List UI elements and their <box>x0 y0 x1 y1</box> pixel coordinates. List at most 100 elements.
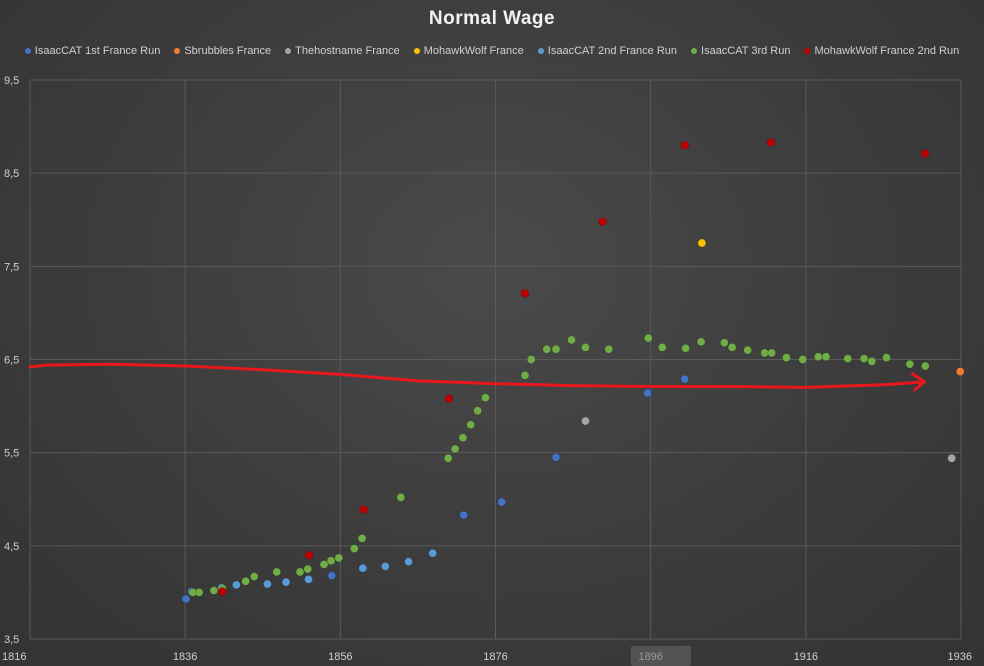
legend-label: MohawkWolf France 2nd Run <box>814 45 960 57</box>
data-point-series-6 <box>727 343 737 352</box>
data-point-series-7 <box>444 394 454 403</box>
legend-item: IsaacCAT 2nd France Run <box>537 45 677 57</box>
data-point-series-6 <box>882 353 891 362</box>
data-point-series-5 <box>381 562 390 571</box>
legend-marker <box>804 48 811 54</box>
y-tick-label: 4,5 <box>4 541 19 553</box>
data-point-series-1 <box>181 594 191 604</box>
data-point-series-7 <box>218 587 227 596</box>
legend-marker <box>537 48 544 54</box>
annotation-arrow-line <box>28 362 926 389</box>
y-tick-label: 7,5 <box>4 261 19 273</box>
data-point-series-6 <box>567 335 576 345</box>
data-point-series-6 <box>767 348 776 358</box>
data-point-series-6 <box>241 576 250 586</box>
data-point-series-6 <box>542 344 552 354</box>
legend-marker <box>413 48 420 54</box>
x-tick-label: 1856 <box>328 651 352 663</box>
data-point-series-6 <box>526 355 536 364</box>
data-point-series-6 <box>520 371 530 380</box>
data-point-series-7 <box>680 140 690 150</box>
legend-marker <box>691 48 698 54</box>
data-point-series-6 <box>813 352 823 362</box>
data-point-series-6 <box>249 572 259 581</box>
data-point-series-7 <box>598 217 607 226</box>
data-point-series-6 <box>349 544 359 553</box>
data-point-series-6 <box>720 338 729 348</box>
data-point-series-6 <box>905 359 915 369</box>
data-point-series-6 <box>644 333 653 343</box>
x-tick-label: 1916 <box>794 651 818 663</box>
legend-item: IsaacCAT 1st France Run <box>24 45 161 57</box>
y-tick-label: 3,5 <box>4 634 19 646</box>
data-point-series-6 <box>743 345 752 355</box>
data-point-series-5 <box>263 579 272 589</box>
data-point-series-6 <box>303 564 313 574</box>
data-point-series-6 <box>821 352 831 362</box>
data-point-series-6 <box>295 567 305 577</box>
data-point-series-5 <box>304 575 313 584</box>
data-point-series-6 <box>194 588 204 597</box>
data-point-series-7 <box>766 138 776 147</box>
data-point-series-3 <box>947 453 956 463</box>
data-point-series-6 <box>443 453 453 463</box>
y-tick-label: 6,5 <box>4 355 19 367</box>
y-tick-label: 8,5 <box>4 168 19 180</box>
data-point-series-6 <box>798 355 808 364</box>
data-point-series-1 <box>327 571 337 580</box>
data-point-series-6 <box>581 343 590 352</box>
data-point-series-6 <box>473 406 482 416</box>
data-point-series-6 <box>334 553 344 563</box>
x-tick-label: 1936 <box>948 651 972 663</box>
data-point-series-7 <box>359 505 368 514</box>
data-point-series-6 <box>481 393 490 402</box>
data-point-series-1 <box>643 388 652 398</box>
data-point-series-6 <box>209 586 219 595</box>
data-point-series-6 <box>458 433 468 443</box>
x-tick-label: 1876 <box>483 651 507 663</box>
data-point-series-6 <box>681 344 690 353</box>
data-point-series-5 <box>404 557 413 566</box>
data-point-series-6 <box>450 444 460 454</box>
chart-title: Normal Wage <box>428 8 556 29</box>
legend-label: IsaacCAT 3rd Run <box>701 45 791 57</box>
data-point-series-5 <box>232 580 241 590</box>
legend: IsaacCAT 1st France Run Sbrubbles France T… <box>0 45 984 57</box>
x-tick-label: 1836 <box>173 651 197 663</box>
data-point-series-6 <box>604 344 614 354</box>
data-point-series-6 <box>843 354 853 363</box>
legend-label: Sbrubbles France <box>184 45 272 57</box>
y-tick-label: 9,5 <box>4 75 19 87</box>
watermark-overlay <box>631 646 691 666</box>
data-point-series-1 <box>497 497 507 507</box>
data-point-series-6 <box>272 567 282 577</box>
legend-item: MohawkWolf France <box>413 45 524 57</box>
x-tick-label: 1816 <box>2 651 26 663</box>
legend-label: Thehostname France <box>295 45 400 57</box>
legend-item: IsaacCAT 3rd Run <box>691 45 790 57</box>
legend-item: MohawkWolf France 2nd Run <box>804 45 959 57</box>
data-point-series-6 <box>396 493 406 502</box>
data-point-series-6 <box>319 560 329 569</box>
data-point-series-6 <box>696 337 706 347</box>
data-point-series-5 <box>428 548 437 558</box>
y-tick-label: 5,5 <box>4 448 19 460</box>
annotation-arrow-head <box>911 372 927 392</box>
legend-marker <box>174 48 181 54</box>
legend-marker <box>24 48 31 54</box>
data-point-series-1 <box>680 374 690 384</box>
data-point-series-6 <box>867 357 877 366</box>
legend-label: IsaacCAT 1st France Run <box>34 45 161 57</box>
data-point-series-7 <box>304 550 314 560</box>
data-point-series-6 <box>466 420 475 430</box>
data-point-series-6 <box>658 343 667 352</box>
data-point-series-4 <box>697 238 707 248</box>
data-point-series-2 <box>955 367 965 376</box>
data-point-series-1 <box>459 510 468 520</box>
data-point-series-6 <box>357 534 367 543</box>
legend-label: MohawkWolf France <box>423 45 524 57</box>
data-point-series-3 <box>581 416 590 426</box>
data-point-series-1 <box>551 453 561 462</box>
data-point-series-7 <box>520 289 530 298</box>
